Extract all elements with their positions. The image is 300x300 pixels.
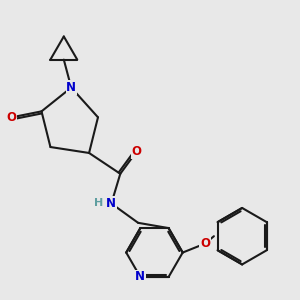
Text: N: N — [135, 271, 145, 284]
Text: N: N — [106, 197, 116, 210]
Text: O: O — [7, 111, 17, 124]
Text: N: N — [66, 81, 76, 94]
Text: O: O — [132, 145, 142, 158]
Text: O: O — [200, 237, 210, 250]
Text: H: H — [94, 198, 104, 208]
